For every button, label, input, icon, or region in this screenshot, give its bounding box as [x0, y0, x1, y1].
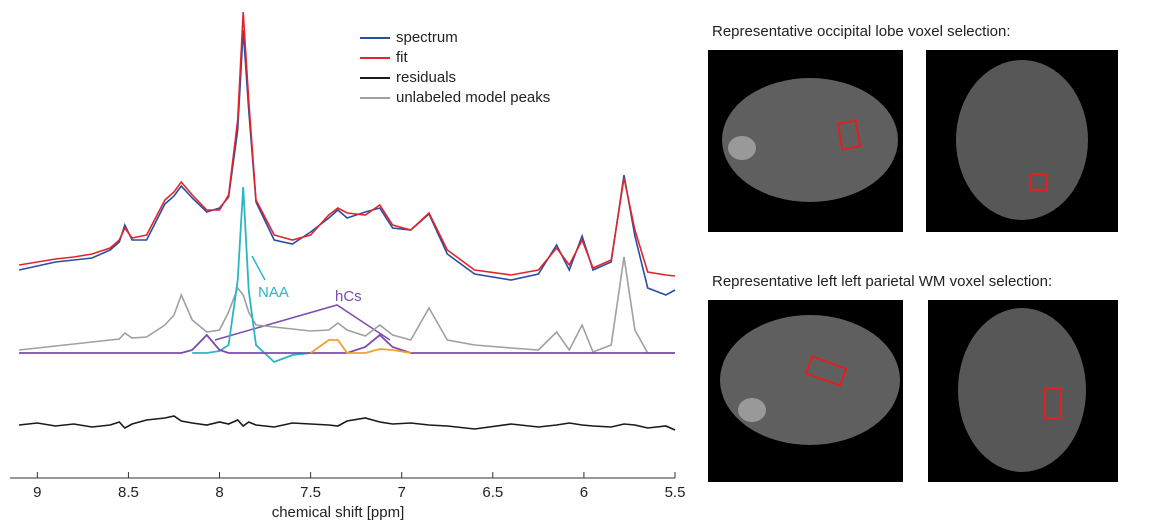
legend-label: fit	[396, 49, 409, 66]
panel-title: Representative occipital lobe voxel sele…	[712, 23, 1011, 40]
line	[18, 29, 676, 296]
x-tick-label: 5.5	[665, 484, 686, 501]
x-tick-label: 9	[33, 484, 41, 501]
x-tick-label: 7.5	[300, 484, 321, 501]
leader	[251, 255, 266, 281]
line	[19, 256, 675, 354]
line	[310, 339, 411, 354]
images	[708, 50, 1118, 482]
brain	[720, 315, 900, 445]
line	[19, 333, 675, 354]
x-axis-label: chemical shift [ppm]	[272, 504, 405, 521]
annotation: hCs	[335, 288, 362, 305]
x-tick-label: 6.5	[482, 484, 503, 501]
legend-label: residuals	[396, 69, 456, 86]
brain	[738, 398, 766, 422]
panel-title: Representative left left parietal WM vox…	[712, 273, 1052, 290]
x-tick-label: 8.5	[118, 484, 139, 501]
legend-label: spectrum	[396, 29, 458, 46]
voxel	[836, 119, 862, 151]
brain	[728, 136, 756, 160]
line	[19, 415, 676, 431]
brain	[722, 78, 898, 202]
line	[192, 186, 311, 364]
brain	[956, 60, 1088, 220]
voxel	[804, 355, 848, 387]
brain	[958, 308, 1086, 472]
voxel	[1044, 387, 1062, 419]
annotation: NAA	[258, 284, 289, 301]
line	[18, 11, 676, 277]
leader	[214, 304, 391, 341]
voxel	[1029, 173, 1048, 191]
legend-label: unlabeled model peaks	[396, 89, 550, 106]
x-tick-label: 6	[580, 484, 588, 501]
x-tick-label: 7	[398, 484, 406, 501]
x-tick-label: 8	[215, 484, 223, 501]
